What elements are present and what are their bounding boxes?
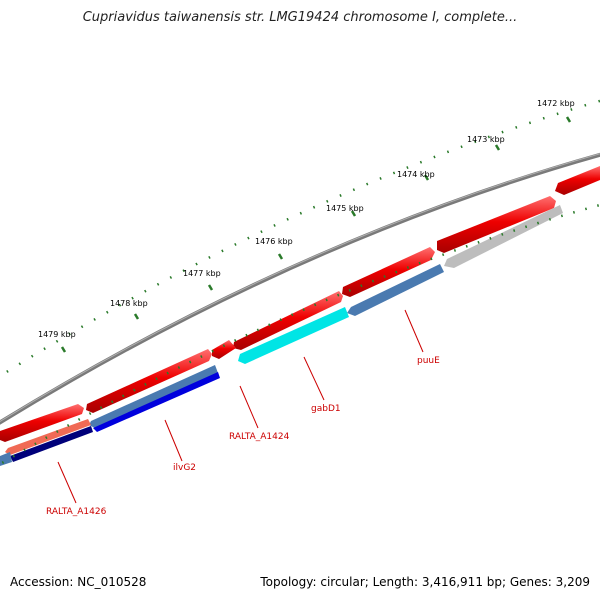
kbp-labels: 1472 kbp 1473 kbp 1474 kbp 1475 kbp 1476… <box>38 99 575 339</box>
kbp-label-1478: 1478 kbp <box>110 299 148 308</box>
gene-RALTA_A1426[interactable] <box>10 426 93 462</box>
gene-RALTA_A1424[interactable] <box>89 365 218 428</box>
kbp-scale-major-ticks <box>60 116 572 353</box>
kbp-label-1479: 1479 kbp <box>38 330 76 339</box>
gene-puuE[interactable] <box>347 264 444 316</box>
gene-forward[interactable] <box>212 340 236 359</box>
gene-reverse-left[interactable] <box>0 452 12 466</box>
gene-forward[interactable] <box>437 196 556 253</box>
gene-reverse-salmon[interactable] <box>5 419 91 455</box>
gene-labels: puuE gabD1 RALTA_A1424 ilvG2 RALTA_A1426 <box>46 356 440 517</box>
gene-forward[interactable] <box>342 247 435 297</box>
kbp-label-1473: 1473 kbp <box>467 135 505 144</box>
accession-text: Accession: NC_010528 <box>10 575 147 589</box>
gene-forward[interactable] <box>86 349 212 413</box>
kbp-label-1476: 1476 kbp <box>255 237 293 246</box>
forward-strand <box>0 166 600 442</box>
gene-gabD1[interactable] <box>238 307 349 364</box>
genome-summary-text: Topology: circular; Length: 3,416,911 bp… <box>260 575 590 589</box>
kbp-label-1475: 1475 kbp <box>326 204 364 213</box>
gene-forward[interactable] <box>555 166 600 195</box>
kbp-label-1477: 1477 kbp <box>183 269 221 278</box>
chromosome-backbone <box>0 152 600 425</box>
gene-label-ilvG2[interactable]: ilvG2 <box>173 463 196 473</box>
map-title: Cupriavidus taiwanensis str. LMG19424 ch… <box>82 10 518 25</box>
gene-label-RALTA_A1424[interactable]: RALTA_A1424 <box>229 432 290 442</box>
gene-label-RALTA_A1426[interactable]: RALTA_A1426 <box>46 507 107 517</box>
inner-tick-ring <box>0 203 600 466</box>
kbp-label-1474: 1474 kbp <box>397 170 435 179</box>
label-leaders <box>57 309 424 504</box>
kbp-scale-minor-ticks <box>0 99 600 378</box>
gene-forward[interactable] <box>0 404 84 442</box>
kbp-label-1472: 1472 kbp <box>537 99 575 108</box>
reverse-strand <box>0 205 563 466</box>
kbp-scale <box>0 99 600 378</box>
gene-ilvG2[interactable] <box>93 372 220 432</box>
gene-reverse-grey[interactable] <box>444 205 563 268</box>
gene-label-gabD1[interactable]: gabD1 <box>311 404 341 414</box>
gene-label-puuE[interactable]: puuE <box>417 356 440 366</box>
